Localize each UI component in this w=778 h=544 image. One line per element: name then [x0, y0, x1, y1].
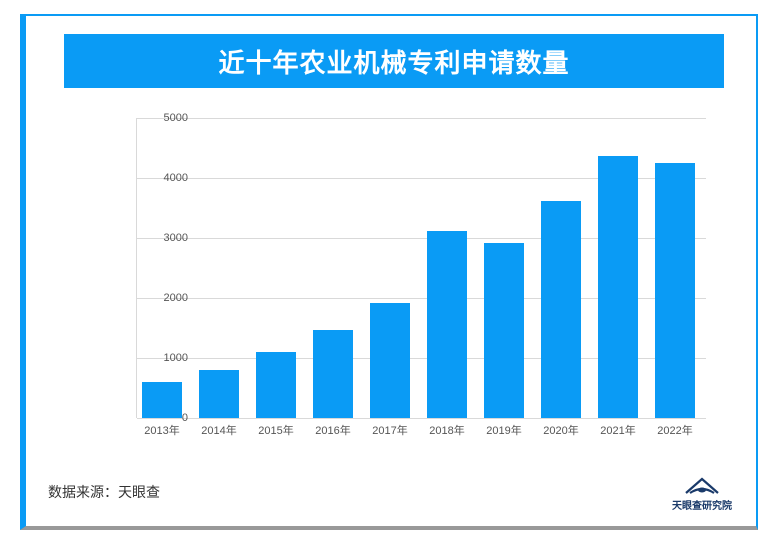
- bar: [427, 231, 467, 418]
- title-bar: 近十年农业机械专利申请数量: [64, 34, 724, 88]
- x-axis-label: 2020年: [536, 422, 586, 438]
- x-axis-label: 2013年: [137, 422, 187, 438]
- logo-text: 天眼查研究院: [672, 497, 732, 512]
- x-axis-label: 2017年: [365, 422, 415, 438]
- bar: [541, 201, 581, 418]
- x-axis-label: 2019年: [479, 422, 529, 438]
- logo-icon: [684, 475, 720, 495]
- x-axis-label: 2018年: [422, 422, 472, 438]
- chart-title: 近十年农业机械专利申请数量: [218, 43, 569, 80]
- grid-line: [137, 418, 706, 419]
- x-axis-label: 2015年: [251, 422, 301, 438]
- x-axis-label: 2016年: [308, 422, 358, 438]
- bar: [199, 370, 239, 418]
- x-axis-label: 2022年: [650, 422, 700, 438]
- x-axis-label: 2014年: [194, 422, 244, 438]
- bar: [256, 352, 296, 418]
- brand-logo: 天眼查研究院: [672, 475, 732, 512]
- y-axis-label: 5000: [148, 112, 188, 124]
- chart-area: 010002000300040005000 2013年2014年2015年201…: [86, 108, 716, 448]
- source-label: 数据来源：: [48, 484, 118, 500]
- bar: [655, 163, 695, 418]
- data-source: 数据来源：天眼查: [48, 482, 160, 502]
- y-axis-label: 3000: [148, 232, 188, 244]
- chart-frame: 近十年农业机械专利申请数量 010002000300040005000 2013…: [20, 14, 758, 530]
- bar: [313, 330, 353, 418]
- y-axis-label: 4000: [148, 172, 188, 184]
- bar: [370, 303, 410, 418]
- x-axis-label: 2021年: [593, 422, 643, 438]
- source-value: 天眼查: [118, 484, 160, 500]
- bars-container: [136, 118, 706, 418]
- y-axis-label: 2000: [148, 292, 188, 304]
- bar: [598, 156, 638, 418]
- y-axis-label: 1000: [148, 352, 188, 364]
- bar: [484, 243, 524, 418]
